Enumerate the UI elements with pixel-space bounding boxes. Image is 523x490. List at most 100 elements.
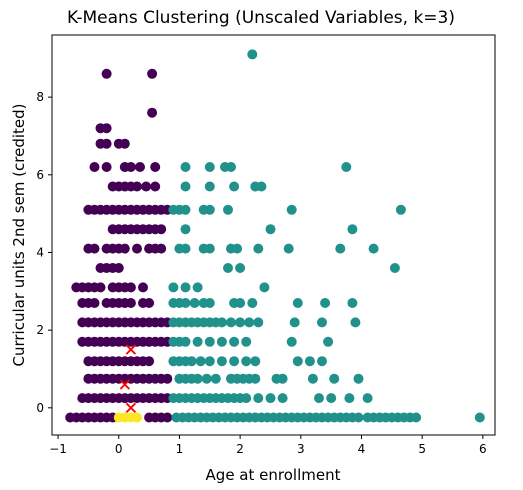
x-tick-label: 3 [297,442,305,456]
cluster-1-point [241,336,252,347]
cluster-1-point [204,162,215,172]
cluster-1-point [192,282,203,293]
cluster-0-point [156,224,167,235]
cluster-1-point [235,317,246,328]
cluster-1-point [180,243,191,254]
cluster-1-point [241,393,252,404]
cluster-1-point [253,393,264,404]
cluster-1-point [250,356,261,367]
centroid-marker [125,402,137,413]
cluster-1-point [204,204,215,215]
x-tick-label: 0 [115,442,123,456]
cluster-1-point [350,317,361,328]
cluster-1-point [186,356,197,367]
cluster-1-point [247,49,258,60]
y-tick-label: 4 [36,245,44,259]
cluster-1-point [265,224,276,235]
cluster-1-point [189,298,200,308]
y-tick-label: 8 [36,90,44,104]
cluster-1-point [286,204,297,215]
cluster-0-point [89,298,100,308]
cluster-1-point [204,243,215,254]
cluster-1-point [326,393,337,404]
cluster-1-point [180,336,191,347]
cluster-1-point [216,317,227,328]
cluster-0-point [150,181,161,192]
cluster-1-point [180,298,191,308]
cluster-1-point [335,243,346,254]
cluster-1-point [226,317,236,328]
cluster-1-point [204,181,215,192]
cluster-1-point [344,393,355,404]
cluster-0-point [144,356,155,367]
cluster-1-point [192,373,203,384]
cluster-1-point [229,356,240,367]
x-tick-label: −1 [49,442,67,456]
cluster-1-point [259,282,270,293]
cluster-1-point [195,356,206,367]
cluster-2-point [132,412,142,423]
cluster-1-point [168,282,179,293]
cluster-1-point [253,317,264,328]
cluster-1-point [229,336,240,347]
cluster-1-point [204,356,215,367]
cluster-0-point [125,282,136,293]
cluster-0-point [147,68,158,79]
cluster-1-point [362,393,373,404]
cluster-0-point [101,162,112,172]
cluster-0-point [162,373,173,384]
cluster-1-point [395,204,406,215]
centroid-marker [119,379,130,390]
x-axis: −1 0 1 2 3 4 5 6 [49,435,487,456]
cluster-1-point [277,373,288,384]
cluster-1-point [244,317,255,328]
cluster-1-point [180,282,191,293]
cluster-0-point [135,162,145,172]
cluster-1-point [292,356,303,367]
cluster-1-point [292,298,303,308]
cluster-1-point [229,181,240,192]
cluster-1-point [341,162,352,172]
cluster-1-point [353,373,364,384]
cluster-1-point [317,356,327,367]
x-tick-label: 2 [236,442,244,456]
cluster-1-point [317,317,327,328]
cluster-0-point [150,162,161,172]
y-tick-label: 6 [36,168,44,182]
cluster-1-point [286,336,297,347]
cluster-1-point [223,204,233,215]
cluster-0-point [125,298,136,308]
centroid-marker [125,344,137,355]
cluster-1-point [307,373,318,384]
cluster-1-point [192,336,203,347]
cluster-1-point [235,298,246,308]
cluster-1-point [411,412,422,423]
cluster-1-point [389,263,400,273]
cluster-1-point [320,298,331,308]
cluster-1-point [201,373,212,384]
cluster-1-point [368,243,379,254]
cluster-0-point [89,243,100,254]
cluster-1-point [223,263,233,273]
cluster-0-point [113,263,124,273]
cluster-1-point [241,356,252,367]
cluster-0-point [132,243,142,254]
x-axis-label: Age at enrollment [206,466,341,484]
cluster-0-point [89,162,100,172]
cluster-0-point [101,123,112,134]
cluster-1-point [180,181,191,192]
cluster-0-point [138,282,148,293]
cluster-0-point [95,282,106,293]
y-axis: 0 2 4 6 8 [36,90,52,415]
cluster-1-point [256,181,267,192]
cluster-1-point [314,393,324,404]
cluster-1-point [235,263,246,273]
cluster-1-point [250,373,261,384]
cluster-1-point [226,162,236,172]
cluster-1-point [180,224,191,235]
cluster-0-point [101,138,112,149]
cluster-1-point [283,243,294,254]
cluster-1-point [210,373,221,384]
axes-frame [51,34,496,436]
